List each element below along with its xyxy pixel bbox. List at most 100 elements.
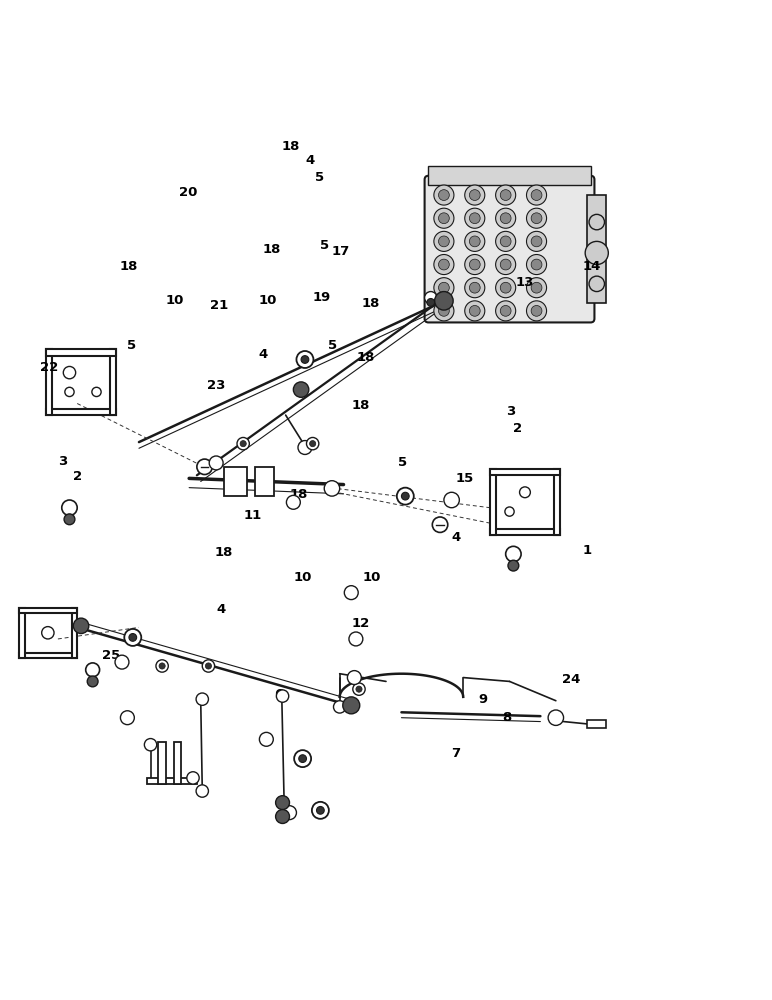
FancyBboxPatch shape [425, 176, 594, 322]
Text: 7: 7 [452, 747, 461, 760]
Circle shape [124, 629, 141, 646]
Circle shape [505, 507, 514, 516]
Circle shape [353, 683, 365, 695]
Circle shape [469, 305, 480, 316]
Circle shape [527, 231, 547, 251]
Text: 14: 14 [583, 260, 601, 273]
Text: 18: 18 [215, 546, 233, 559]
Text: 25: 25 [102, 649, 120, 662]
Circle shape [496, 231, 516, 251]
Circle shape [209, 456, 223, 470]
Text: 10: 10 [259, 294, 277, 307]
Circle shape [531, 282, 542, 293]
Bar [19, 653, 77, 658]
Text: 11: 11 [243, 509, 262, 522]
Text: 6: 6 [274, 688, 283, 701]
Text: 3: 3 [58, 455, 67, 468]
Circle shape [496, 185, 516, 205]
Circle shape [469, 213, 480, 224]
Circle shape [205, 663, 212, 669]
Text: 4: 4 [452, 531, 461, 544]
Text: 10: 10 [166, 294, 185, 307]
Circle shape [347, 671, 361, 685]
Circle shape [324, 481, 340, 496]
Text: 4: 4 [259, 348, 268, 361]
Circle shape [349, 632, 363, 646]
Circle shape [434, 231, 454, 251]
Circle shape [506, 546, 521, 562]
Circle shape [435, 292, 453, 310]
Circle shape [465, 301, 485, 321]
Circle shape [500, 259, 511, 270]
Circle shape [434, 255, 454, 275]
Text: 2: 2 [73, 470, 83, 483]
Text: 19: 19 [313, 291, 331, 304]
Circle shape [438, 259, 449, 270]
Circle shape [548, 710, 564, 725]
Circle shape [465, 185, 485, 205]
Circle shape [92, 387, 101, 397]
Text: 10: 10 [363, 571, 381, 584]
Text: 24: 24 [562, 673, 581, 686]
Circle shape [496, 255, 516, 275]
Bar [46, 349, 52, 415]
Circle shape [531, 213, 542, 224]
Bar [46, 349, 116, 356]
Circle shape [589, 214, 604, 230]
Bar [19, 608, 77, 613]
Circle shape [65, 387, 74, 397]
Circle shape [500, 190, 511, 200]
Text: 1: 1 [583, 544, 592, 557]
Text: 18: 18 [351, 399, 370, 412]
Circle shape [196, 785, 208, 797]
Circle shape [527, 278, 547, 298]
Bar [428, 166, 591, 185]
Circle shape [73, 618, 89, 634]
Bar [46, 409, 116, 415]
Circle shape [434, 208, 454, 228]
Bar [587, 195, 606, 303]
Text: 18: 18 [120, 260, 138, 273]
Circle shape [296, 351, 313, 368]
Text: 5: 5 [328, 339, 337, 352]
Circle shape [531, 259, 542, 270]
Bar [72, 608, 77, 658]
Circle shape [276, 796, 290, 810]
Circle shape [42, 627, 54, 639]
Circle shape [434, 301, 454, 321]
Circle shape [317, 806, 324, 814]
Circle shape [197, 459, 212, 475]
Circle shape [63, 366, 76, 379]
Circle shape [469, 282, 480, 293]
Circle shape [427, 299, 435, 306]
Circle shape [293, 382, 309, 397]
Circle shape [527, 208, 547, 228]
Circle shape [531, 190, 542, 200]
Circle shape [62, 500, 77, 515]
Circle shape [465, 255, 485, 275]
Circle shape [432, 517, 448, 532]
Circle shape [283, 806, 296, 820]
Text: 18: 18 [262, 243, 281, 256]
Circle shape [527, 255, 547, 275]
Circle shape [496, 208, 516, 228]
Circle shape [500, 282, 511, 293]
Circle shape [527, 185, 547, 205]
Text: 8: 8 [502, 711, 511, 724]
Circle shape [276, 690, 289, 702]
Bar [255, 467, 274, 496]
Text: 18: 18 [357, 351, 375, 364]
Text: 18: 18 [282, 140, 300, 153]
Circle shape [469, 190, 480, 200]
Text: 5: 5 [127, 339, 137, 352]
Circle shape [129, 634, 137, 641]
Bar [490, 529, 560, 535]
Circle shape [438, 213, 449, 224]
Circle shape [438, 236, 449, 247]
Circle shape [156, 660, 168, 672]
Circle shape [401, 492, 409, 500]
Text: 12: 12 [351, 617, 370, 630]
Circle shape [434, 278, 454, 298]
Text: 23: 23 [207, 379, 225, 392]
Text: 5: 5 [320, 239, 330, 252]
